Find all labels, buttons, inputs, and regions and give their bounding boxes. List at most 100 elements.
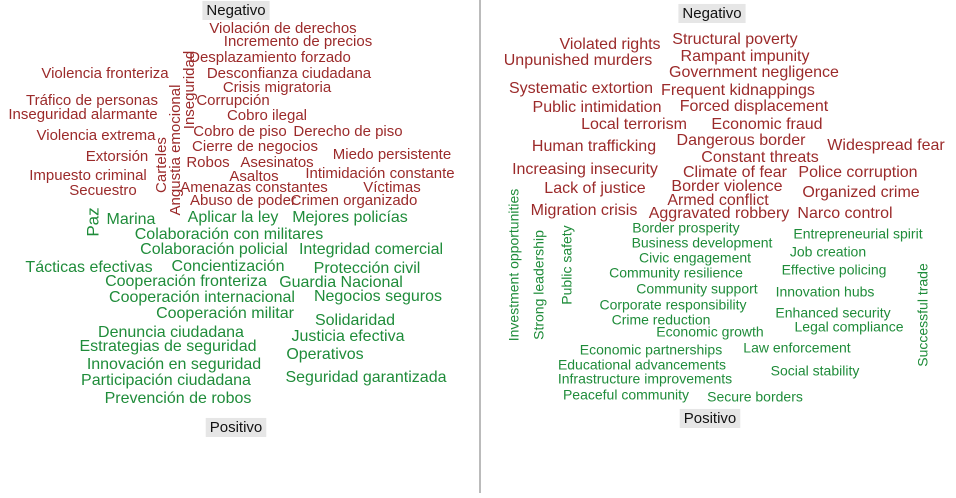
negative-word: Border violence [671, 178, 782, 195]
negative-word: Structural poverty [672, 31, 797, 48]
positive-word: Law enforcement [743, 340, 851, 356]
negative-word: Government negligence [669, 64, 839, 81]
positive-word: Protección civil [314, 260, 421, 277]
positive-word: Cooperación internacional [109, 289, 295, 306]
negative-word: Inseguridad [181, 51, 198, 129]
negative-word: Human trafficking [532, 138, 656, 155]
label-background [202, 0, 270, 20]
negative-word: Police corruption [798, 164, 917, 181]
positive-word: Negocios seguros [314, 288, 442, 305]
positive-word: Denuncia ciudadana [98, 324, 244, 341]
positive-word: Cooperación fronteriza [105, 273, 267, 290]
positive-word: Successful trade [915, 263, 931, 367]
negative-word: Amenazas constantes [180, 179, 328, 196]
bottom-label: Positivo [210, 419, 263, 436]
positive-word: Aplicar la ley [188, 209, 279, 226]
positive-word: Guardia Nacional [279, 274, 403, 291]
label-background [678, 3, 746, 23]
negative-word: Constant threats [701, 149, 818, 166]
positive-word: Corporate responsibility [599, 297, 746, 313]
negative-word: Cierre de negocios [192, 138, 318, 155]
negative-word: Robos [186, 154, 229, 171]
negative-word: Inseguridad alarmante [8, 106, 157, 123]
negative-word: Aggravated robbery [649, 205, 790, 222]
negative-word: Organized crime [802, 184, 919, 201]
positive-word: Prevención de robos [105, 390, 252, 407]
positive-word: Estrategias de seguridad [80, 338, 257, 355]
positive-word: Effective policing [782, 262, 887, 278]
positive-word: Border prosperity [632, 220, 739, 236]
negative-word: Violación de derechos [209, 20, 356, 37]
positive-word: Paz [83, 207, 102, 236]
negative-word: Lack of justice [544, 180, 645, 197]
negative-word: Cobro ilegal [227, 107, 307, 124]
positive-word: Peaceful community [563, 387, 689, 403]
negative-word: Desconfianza ciudadana [207, 65, 372, 82]
negative-word: Local terrorism [581, 116, 687, 133]
positive-word: Solidaridad [315, 312, 395, 329]
positive-word: Legal compliance [795, 319, 904, 335]
negative-word: Desplazamiento forzado [189, 49, 351, 66]
negative-word: Systematic extortion [509, 80, 653, 97]
positive-word: Community support [636, 281, 757, 297]
negative-word: Frequent kidnappings [661, 82, 815, 99]
negative-word: Corrupción [196, 92, 269, 109]
positive-word: Operativos [286, 346, 363, 363]
negative-word: Asesinatos [240, 154, 313, 171]
negative-word: Armed conflict [667, 192, 769, 209]
positive-word: Infrastructure improvements [558, 371, 732, 387]
positive-word: Colaboración con militares [135, 226, 324, 243]
negative-word: Violencia fronteriza [41, 65, 169, 82]
negative-word: Incremento de precios [224, 33, 372, 50]
negative-word: Narco control [797, 205, 892, 222]
positive-word: Secure borders [707, 389, 803, 405]
positive-word: Strong leadership [531, 230, 547, 340]
positive-word: Crime reduction [612, 312, 711, 328]
negative-word: Increasing insecurity [512, 161, 658, 178]
positive-word: Economic growth [656, 324, 763, 340]
positive-word: Public safety [559, 225, 575, 304]
positive-word: Concientización [172, 258, 285, 275]
negative-word: Climate of fear [683, 164, 788, 181]
bottom-label: Positivo [684, 410, 737, 427]
positive-word: Job creation [790, 244, 866, 260]
negative-word: Intimidación constante [305, 165, 454, 182]
negative-word: Tráfico de personas [26, 92, 158, 109]
negative-word: Impuesto criminal [29, 167, 147, 184]
positive-word: Enhanced security [775, 305, 890, 321]
negative-word: Angustia emocional [167, 85, 184, 216]
negative-word: Cobro de piso [193, 123, 286, 140]
label-background [679, 408, 741, 428]
negative-word: Public intimidation [533, 99, 662, 116]
positive-word: Mejores policías [292, 209, 408, 226]
positive-word: Innovación en seguridad [87, 356, 261, 373]
negative-word: Rampant impunity [681, 48, 810, 65]
negative-word: Miedo persistente [333, 146, 451, 163]
positive-word: Community resilience [609, 265, 743, 281]
positive-word: Tácticas efectivas [25, 259, 152, 276]
negative-word: Migration crisis [531, 202, 638, 219]
positive-word: Seguridad garantizada [285, 369, 446, 386]
negative-word: Asaltos [229, 168, 278, 185]
positive-word: Investment opportunities [506, 189, 522, 342]
negative-word: Crisis migratoria [223, 79, 332, 96]
top-label: Negativo [682, 5, 741, 22]
positive-word: Participación ciudadana [81, 372, 251, 389]
positive-word: Social stability [771, 363, 860, 379]
positive-word: Colaboración policial [140, 241, 288, 258]
negative-word: Extorsión [86, 148, 149, 165]
negative-word: Derecho de piso [293, 123, 402, 140]
negative-word: Violencia extrema [37, 127, 157, 144]
positive-word: Business development [632, 235, 773, 251]
negative-word: Abuso de poder [190, 192, 296, 209]
panel: Negativo Positivo Violación de derechosInc… [8, 0, 455, 437]
positive-word: Civic engagement [639, 250, 751, 266]
positive-word: Educational advancements [558, 357, 726, 373]
positive-word: Marina [107, 211, 156, 228]
positive-word: Economic partnerships [580, 342, 722, 358]
panel: Negativo Positivo Structural poverty Violat… [504, 3, 945, 428]
negative-word: Víctimas [363, 179, 421, 196]
positive-word: Justicia efectiva [292, 328, 405, 345]
positive-word: Integridad comercial [299, 241, 443, 258]
